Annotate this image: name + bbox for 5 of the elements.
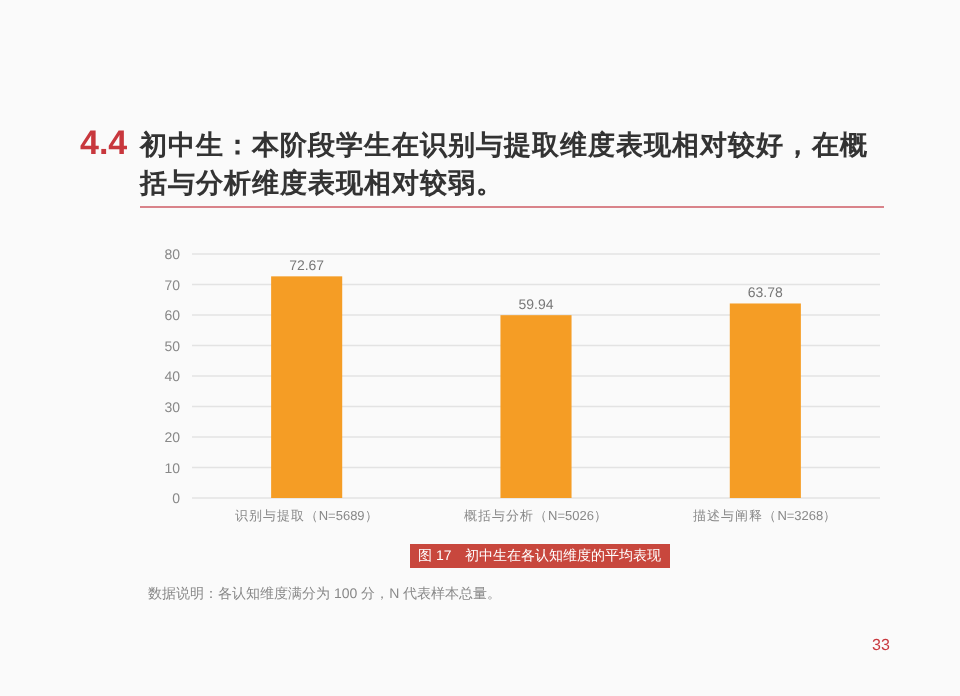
bar [271,276,343,498]
bar [729,303,801,498]
chart-title: 4.4 初中生：本阶段学生在识别与提取维度表现相对较好，在概括与分析维度表现相对较弱。 [80,124,870,202]
text: 33 [872,636,890,654]
bar [500,315,572,498]
